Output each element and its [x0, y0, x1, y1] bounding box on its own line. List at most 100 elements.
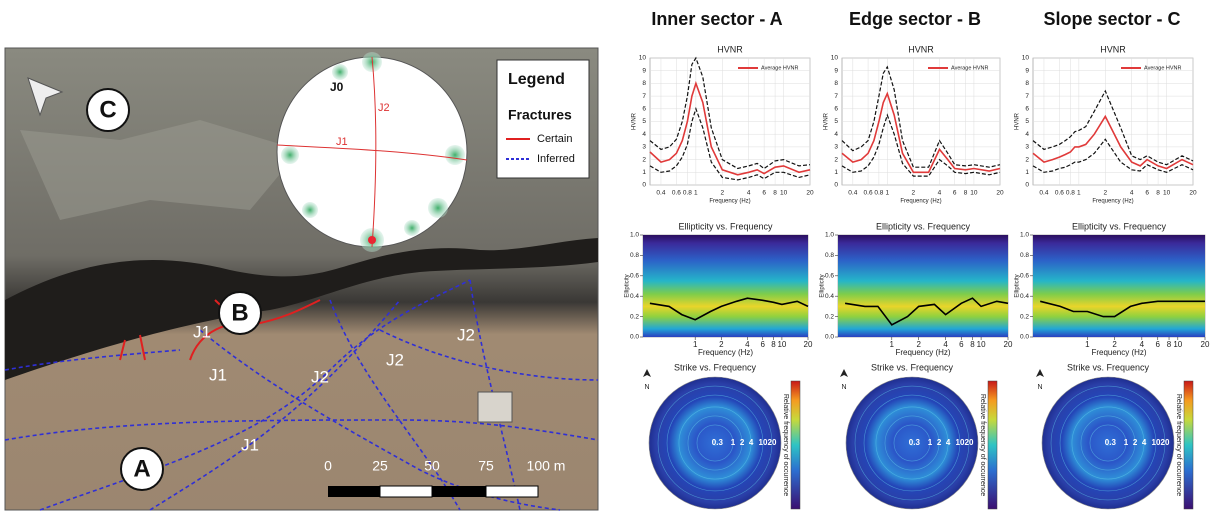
site-label: C — [99, 96, 116, 123]
y-tick-label: 2 — [834, 156, 838, 163]
chart-title: HVNR — [908, 44, 934, 54]
y-tick-label: 1 — [642, 169, 646, 176]
x-tick-label: 6 — [762, 190, 766, 197]
radial-tick-label: 0.3 — [1105, 438, 1117, 447]
joint-label: J1 — [209, 365, 227, 384]
x-tick-label: 8 — [1167, 340, 1172, 349]
y-tick-label: 0.8 — [825, 252, 834, 259]
y-tick-label: 7 — [1025, 93, 1029, 100]
x-tick-label: 10 — [780, 190, 788, 197]
y-tick-label: 0.2 — [630, 313, 639, 320]
north-arrow — [643, 369, 651, 377]
radial-tick-label: 4 — [749, 438, 754, 447]
north-label: N — [644, 384, 649, 391]
north-label: N — [841, 384, 846, 391]
y-tick-label: 0.0 — [1020, 334, 1029, 341]
y-tick-label: 5 — [642, 118, 646, 125]
legend-title: Legend — [508, 71, 565, 88]
legend-label: Average HVNR — [1144, 65, 1182, 71]
x-tick-label: 10 — [1163, 190, 1171, 197]
radial-tick-label: 20 — [1161, 438, 1170, 447]
chart-title: HVNR — [1100, 44, 1126, 54]
x-tick-label: 0.6 — [1055, 190, 1064, 197]
y-tick-label: 4 — [834, 131, 838, 138]
y-tick-label: 0.4 — [630, 293, 639, 300]
chart: Ellipticity vs. Frequency1246810200.00.2… — [1015, 221, 1210, 357]
y-tick-label: 8 — [642, 80, 646, 87]
legend-item: Inferred — [537, 153, 575, 165]
x-tick-label: 6 — [1145, 190, 1149, 197]
scale-label: 50 — [424, 458, 440, 474]
site-label: A — [133, 455, 150, 482]
stereonet-circle — [277, 57, 467, 247]
y-tick-label: 8 — [1025, 80, 1029, 87]
y-tick-label: 9 — [834, 67, 838, 74]
radial-tick-label: 1 — [731, 438, 736, 447]
y-tick-label: 0.4 — [1020, 293, 1029, 300]
y-tick-label: 0.6 — [630, 273, 639, 280]
x-tick-label: 10 — [777, 340, 786, 349]
x-tick-label: 20 — [1201, 340, 1210, 349]
y-tick-label: 0.2 — [825, 313, 834, 320]
stereonet-label: J2 — [378, 102, 390, 114]
y-tick-label: 0.6 — [825, 273, 834, 280]
x-tick-label: 0.6 — [864, 190, 873, 197]
column-header: Slope sector - C — [1043, 9, 1180, 29]
stereonet-label: J1 — [336, 136, 348, 148]
site-label: B — [231, 299, 248, 326]
y-tick-label: 2 — [1025, 156, 1029, 163]
x-axis-label: Frequency (Hz) — [1092, 199, 1133, 205]
north-arrow — [1036, 369, 1044, 377]
x-tick-label: 0.6 — [672, 190, 681, 197]
y-tick-label: 5 — [1025, 118, 1029, 125]
pole-cluster — [404, 220, 420, 236]
y-tick-label: 0.6 — [1020, 273, 1029, 280]
x-tick-label: 0.4 — [1039, 190, 1048, 197]
x-tick-label: 4 — [938, 190, 942, 197]
radial-tick-label: 2 — [937, 438, 942, 447]
building — [478, 392, 512, 422]
x-axis-label: Frequency (Hz) — [709, 199, 750, 205]
x-tick-label: 4 — [747, 190, 751, 197]
pole-cluster — [428, 198, 448, 218]
column-header: Edge sector - B — [849, 9, 981, 29]
x-axis-label: Frequency (Hz) — [1091, 348, 1146, 357]
colorbar-label: Relative frequency of occurrence — [782, 394, 789, 496]
chart: Strike vs. Frequency0.31241020NRelative … — [840, 362, 997, 509]
x-axis-label: Frequency (Hz) — [900, 199, 941, 205]
y-tick-label: 4 — [1025, 131, 1029, 138]
x-tick-label: 2 — [1103, 190, 1107, 197]
y-axis-label: HVNR — [632, 112, 638, 130]
y-tick-label: 0.8 — [630, 252, 639, 259]
x-tick-label: 0.8 — [1066, 190, 1075, 197]
y-tick-label: 0 — [642, 182, 646, 189]
y-tick-label: 8 — [834, 80, 838, 87]
colorbar — [791, 381, 800, 509]
scale-label: 25 — [372, 458, 388, 474]
scale-label: 75 — [478, 458, 494, 474]
y-tick-label: 0.0 — [630, 334, 639, 341]
x-axis-label: Frequency (Hz) — [895, 348, 950, 357]
x-tick-label: 8 — [771, 340, 776, 349]
x-tick-label: 6 — [760, 340, 765, 349]
scale-segment — [328, 486, 380, 497]
pole-cluster — [445, 145, 465, 165]
north-label: N — [1037, 384, 1042, 391]
y-tick-label: 3 — [1025, 144, 1029, 151]
x-tick-label: 20 — [996, 190, 1004, 197]
scale-label: 0 — [324, 458, 332, 474]
scale-segment — [380, 486, 432, 497]
chart-title: HVNR — [717, 44, 743, 54]
y-tick-label: 7 — [834, 93, 838, 100]
heatmap-background — [1033, 235, 1205, 337]
x-tick-label: 0.8 — [683, 190, 692, 197]
north-arrow — [840, 369, 848, 377]
y-axis-label: Ellipticity — [625, 274, 631, 297]
chart-title: Strike vs. Frequency — [871, 362, 954, 372]
y-tick-label: 1.0 — [630, 232, 639, 239]
x-tick-label: 10 — [977, 340, 986, 349]
x-tick-label: 10 — [1173, 340, 1182, 349]
